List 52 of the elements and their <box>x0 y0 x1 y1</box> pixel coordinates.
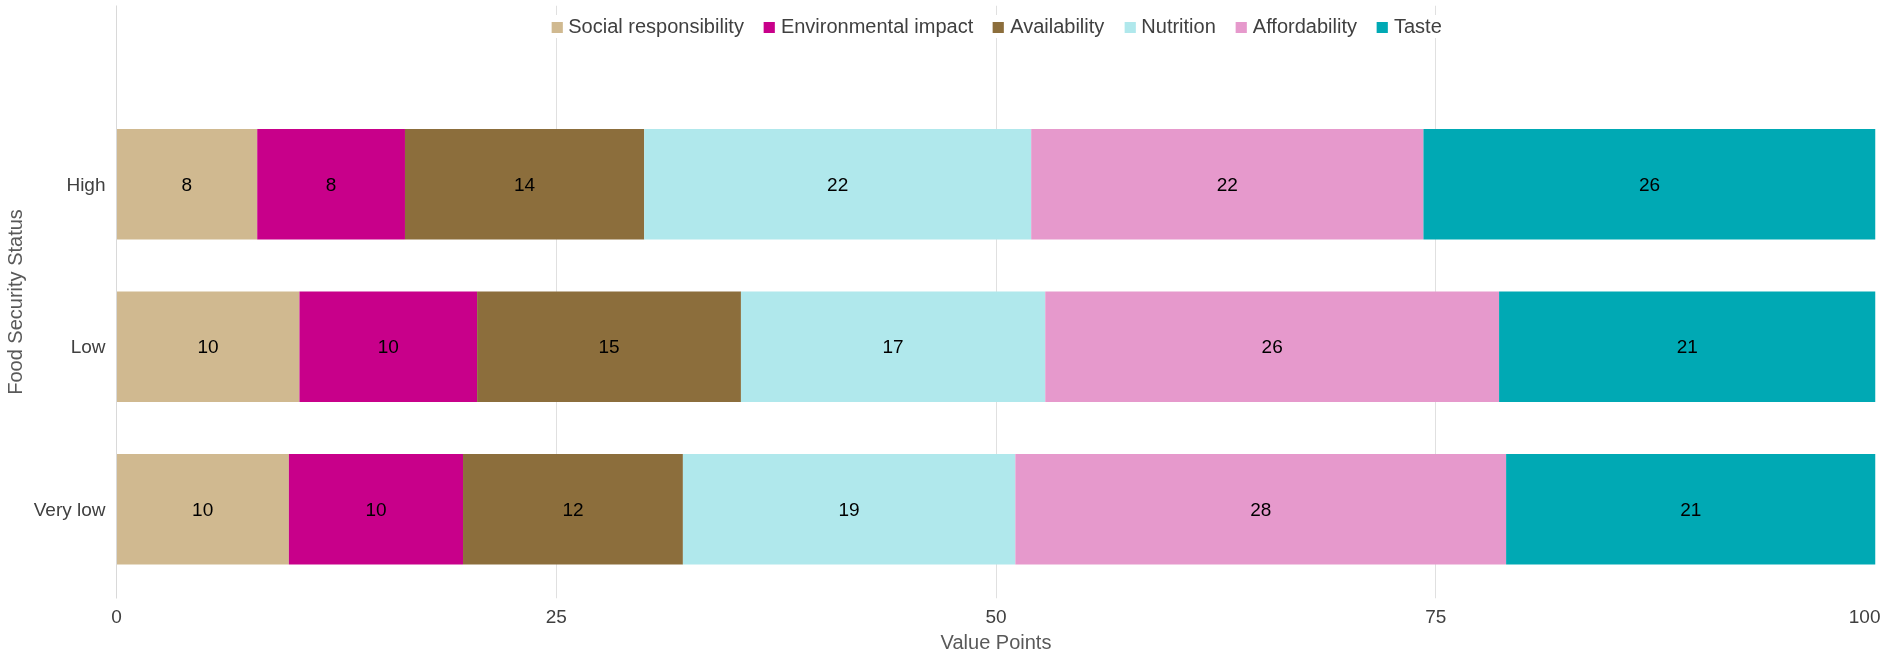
bar <box>288 453 464 565</box>
legend-label: Environmental impact <box>780 15 974 38</box>
x-axis-title: Value Points <box>940 630 1052 653</box>
bar <box>116 291 300 402</box>
y-axis-title: Food Security Status <box>3 209 26 395</box>
y-tick-label: Low <box>70 336 106 358</box>
bar <box>1506 453 1876 565</box>
data-label: 22 <box>827 173 849 195</box>
data-label: 10 <box>365 498 387 520</box>
legend-label: Social responsibility <box>568 15 744 38</box>
bar <box>116 128 258 240</box>
y-tick-label: High <box>66 173 106 195</box>
data-label: 14 <box>514 173 536 195</box>
bar <box>644 128 1032 240</box>
data-label: 26 <box>1261 336 1283 358</box>
legend-label: Nutrition <box>1141 15 1216 38</box>
bar <box>682 453 1016 565</box>
bar <box>257 128 405 240</box>
bar <box>1499 291 1876 402</box>
data-label: 15 <box>598 336 620 358</box>
data-label: 10 <box>192 498 214 520</box>
x-tick-label: 50 <box>985 605 1007 627</box>
data-label: 17 <box>882 336 904 358</box>
data-label: 22 <box>1216 173 1238 195</box>
data-label: 8 <box>181 173 193 195</box>
bar <box>299 291 478 402</box>
legend-label: Affordability <box>1252 15 1357 38</box>
data-label: 10 <box>197 336 219 358</box>
legend-label: Availability <box>1010 15 1105 38</box>
bar <box>1031 128 1424 240</box>
x-tick-label: 0 <box>111 605 122 627</box>
legend-label: Taste <box>1393 15 1442 38</box>
data-label: 8 <box>325 173 337 195</box>
bar <box>1423 128 1876 240</box>
x-tick-label: 100 <box>1848 605 1881 627</box>
bar <box>404 128 645 240</box>
x-tick-label: 75 <box>1425 605 1447 627</box>
data-label: 26 <box>1638 173 1661 195</box>
data-label: 10 <box>377 336 399 358</box>
x-tick-label: 25 <box>545 605 567 627</box>
data-label: 21 <box>1676 336 1698 358</box>
y-tick-label: Very low <box>33 498 106 520</box>
bar <box>1045 291 1500 402</box>
bar <box>1015 453 1507 565</box>
data-label: 28 <box>1250 498 1272 520</box>
bar <box>477 291 741 402</box>
bar <box>463 453 683 565</box>
bar <box>740 291 1046 402</box>
bar <box>116 453 289 565</box>
data-label: 12 <box>562 498 584 520</box>
data-label: 19 <box>838 498 860 520</box>
data-label: 21 <box>1680 498 1702 520</box>
